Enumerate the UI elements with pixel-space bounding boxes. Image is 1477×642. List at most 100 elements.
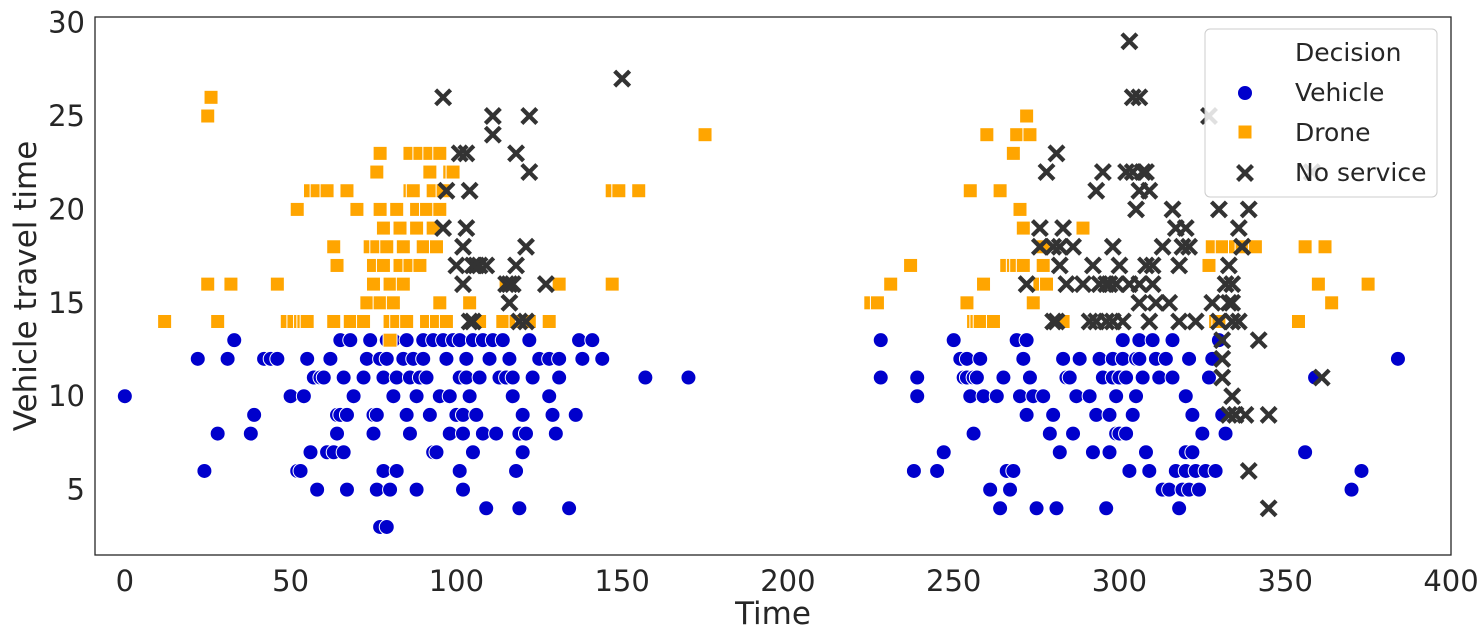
point-vehicle — [1018, 332, 1035, 349]
point-no-service — [1170, 256, 1189, 275]
point-vehicle — [1217, 425, 1234, 442]
point-vehicle — [1061, 369, 1078, 386]
point-vehicle — [458, 369, 475, 386]
point-no-service — [434, 88, 453, 107]
point-drone — [432, 201, 448, 217]
point-vehicle — [382, 481, 399, 498]
point-no-service — [1130, 293, 1149, 312]
point-vehicle — [1114, 350, 1131, 367]
point-drone — [415, 239, 431, 255]
point-vehicle — [1124, 406, 1141, 423]
point-vehicle — [1137, 444, 1154, 461]
point-vehicle — [511, 500, 528, 517]
point-drone — [903, 257, 919, 273]
point-vehicle — [418, 369, 435, 386]
point-no-service — [454, 237, 472, 256]
point-no-service — [1050, 237, 1069, 256]
point-drone — [1075, 220, 1091, 236]
point-no-service — [1223, 387, 1242, 406]
point-no-service — [434, 219, 453, 238]
point-vehicle — [209, 425, 226, 442]
legend-marker-vehicle — [1237, 85, 1253, 101]
point-no-service — [1143, 275, 1162, 294]
point-vehicle — [1184, 444, 1201, 461]
point-vehicle — [1028, 500, 1045, 517]
y-tick-label: 15 — [48, 286, 85, 320]
point-drone — [438, 313, 454, 329]
point-vehicle — [935, 444, 952, 461]
point-vehicle — [388, 369, 405, 386]
point-drone — [1025, 295, 1041, 311]
point-no-service — [1213, 368, 1232, 387]
point-no-service — [1140, 312, 1159, 331]
point-no-service — [457, 219, 476, 238]
point-vehicle — [992, 500, 1009, 517]
point-vehicle — [1207, 462, 1224, 479]
point-vehicle — [1128, 388, 1145, 405]
point-vehicle — [365, 425, 382, 442]
point-vehicle — [461, 388, 478, 405]
point-vehicle — [1005, 462, 1022, 479]
point-drone — [959, 295, 975, 311]
point-vehicle — [315, 369, 332, 386]
point-no-service — [1107, 275, 1126, 294]
point-no-service — [1130, 88, 1149, 107]
point-vehicle — [1035, 388, 1052, 405]
x-tick-label: 300 — [1092, 564, 1147, 598]
point-no-service — [483, 125, 502, 144]
legend-label-vehicle: Vehicle — [1295, 78, 1384, 107]
point-vehicle — [441, 388, 458, 405]
point-no-service — [447, 256, 466, 275]
point-vehicle — [504, 369, 521, 386]
point-no-service — [520, 163, 539, 182]
point-vehicle — [338, 481, 355, 498]
point-vehicle — [1177, 388, 1194, 405]
y-tick-label: 10 — [48, 379, 85, 413]
point-drone — [979, 127, 995, 143]
point-vehicle — [455, 425, 472, 442]
point-no-service — [500, 275, 519, 294]
point-vehicle — [1200, 369, 1217, 386]
point-vehicle — [968, 369, 985, 386]
point-drone — [1324, 295, 1340, 311]
point-vehicle — [1181, 350, 1198, 367]
point-no-service — [1170, 312, 1189, 331]
point-no-service — [500, 293, 519, 312]
point-no-service — [613, 69, 632, 88]
point-vehicle — [494, 332, 511, 349]
point-vehicle — [1194, 425, 1211, 442]
point-no-service — [1259, 499, 1278, 518]
point-vehicle — [474, 425, 491, 442]
point-vehicle — [282, 388, 299, 405]
point-vehicle — [1048, 500, 1065, 517]
point-vehicle — [196, 462, 213, 479]
point-vehicle — [1055, 350, 1072, 367]
point-no-service — [1064, 237, 1083, 256]
point-vehicle — [421, 406, 438, 423]
point-drone — [399, 313, 415, 329]
point-drone — [200, 108, 216, 124]
point-drone — [375, 257, 391, 273]
point-drone — [611, 183, 627, 199]
point-vehicle — [1343, 481, 1360, 498]
point-vehicle — [226, 332, 243, 349]
point-vehicle — [541, 388, 558, 405]
point-vehicle — [1157, 350, 1174, 367]
point-vehicle — [481, 350, 498, 367]
point-vehicle — [518, 425, 535, 442]
point-vehicle — [1389, 350, 1406, 367]
point-no-service — [1133, 163, 1152, 182]
point-vehicle — [189, 350, 206, 367]
point-vehicle — [504, 388, 521, 405]
point-vehicle — [1021, 369, 1038, 386]
point-vehicle — [1084, 444, 1101, 461]
point-no-service — [1017, 275, 1036, 294]
point-vehicle — [1118, 369, 1135, 386]
point-drone — [395, 276, 411, 292]
y-tick-label: 20 — [48, 192, 85, 226]
point-vehicle — [398, 332, 415, 349]
y-tick-label: 30 — [48, 6, 85, 40]
point-vehicle — [584, 332, 601, 349]
point-vehicle — [945, 332, 962, 349]
